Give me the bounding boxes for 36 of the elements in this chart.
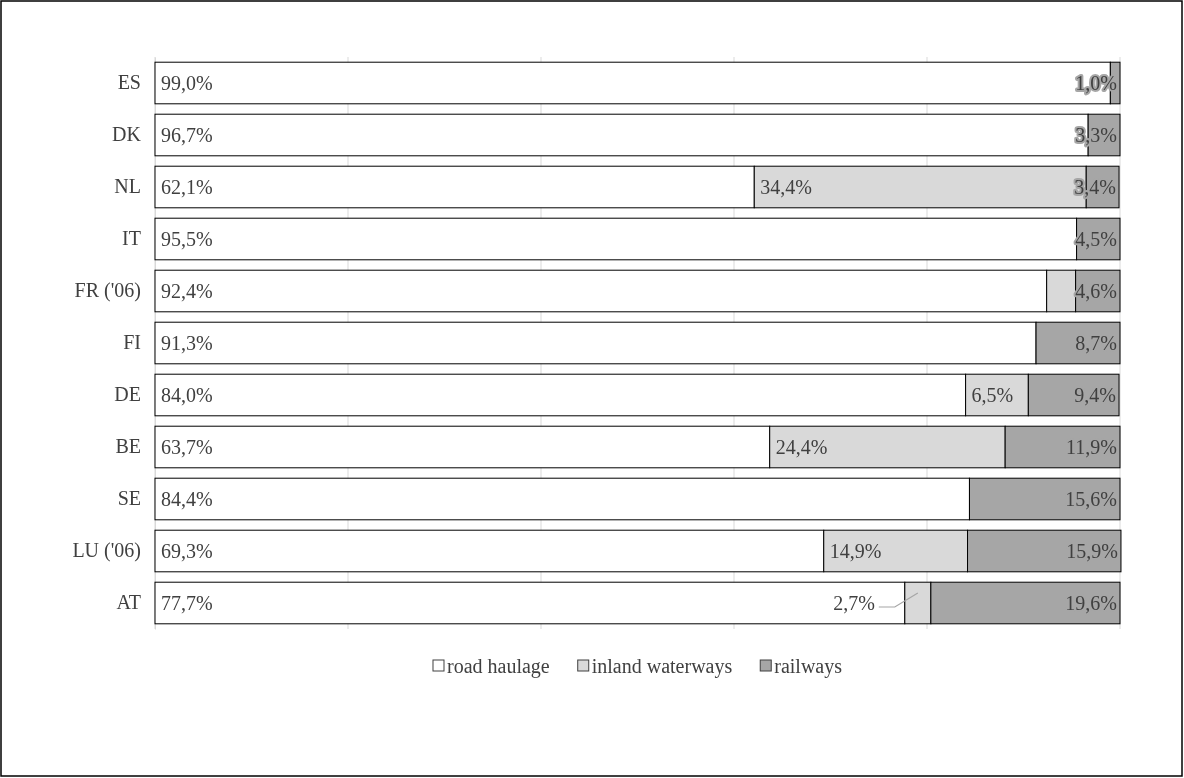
data-label: 15,9% [1066, 540, 1118, 562]
y-tick-label: DK [112, 123, 142, 146]
data-label: 95,5% [161, 228, 213, 250]
data-label: 92,4% [161, 280, 213, 302]
data-label: 63,7% [161, 436, 213, 458]
data-label: 84,4% [161, 488, 213, 510]
data-label: 34,4% [760, 176, 812, 198]
legend-label: railways [774, 655, 843, 678]
data-label: 91,3% [161, 332, 213, 354]
y-tick-label: BE [115, 435, 141, 458]
data-label: 19,6% [1065, 592, 1117, 614]
data-label: 24,4% [775, 436, 828, 458]
y-tick-label: IT [122, 227, 141, 250]
data-label: 6,5% [971, 384, 1014, 406]
y-tick-label: LU ('06) [72, 539, 141, 563]
data-label: 99,0% [161, 72, 213, 94]
data-label: 84,0% [161, 384, 213, 406]
data-label: 77,7% [161, 592, 213, 614]
data-label: 96,7% [161, 124, 213, 146]
data-label: 15,6% [1065, 488, 1117, 510]
data-label: 8,7% [1075, 332, 1117, 354]
y-tick-label: FR ('06) [74, 279, 141, 303]
y-tick-label: SE [117, 487, 141, 510]
y-tick-label: FI [123, 331, 141, 354]
y-tick-label: DE [114, 383, 141, 406]
data-label: 14,9% [829, 540, 882, 562]
data-label: 62,1% [161, 176, 213, 198]
legend-label: inland waterways [591, 655, 733, 678]
data-label: 2,7% [833, 592, 875, 614]
y-tick-label: AT [116, 591, 141, 614]
y-tick-label: NL [114, 175, 141, 198]
data-label: 69,3% [161, 540, 213, 562]
data-label: 11,9% [1066, 436, 1117, 458]
series-label: road haulage [446, 655, 550, 678]
data-label: 9,4% [1074, 384, 1117, 406]
y-tick-label: ES [117, 71, 141, 94]
